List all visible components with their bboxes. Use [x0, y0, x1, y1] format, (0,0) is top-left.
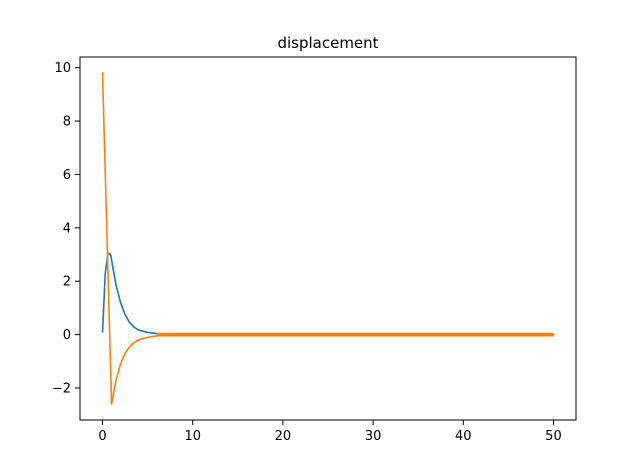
- series-oscillation-band-2: [156, 332, 554, 337]
- y-tick-label: 8: [63, 115, 71, 130]
- x-tick-label: 20: [275, 429, 292, 444]
- y-tick-label: 2: [63, 275, 71, 290]
- series-layer: [101, 72, 555, 405]
- x-tick-label: 0: [98, 429, 106, 444]
- x-tick-label: 40: [455, 429, 472, 444]
- chart-title: displacement: [277, 34, 378, 52]
- y-tick-label: 4: [63, 221, 71, 236]
- y-tick-label: 6: [63, 168, 71, 183]
- plot-frame: [79, 56, 577, 421]
- y-tick-label: 10: [54, 61, 71, 76]
- x-tick-label: 50: [545, 429, 562, 444]
- series-line-1: [101, 252, 555, 336]
- axes-layer: 0 10 20 30 40 50 −2 0 2 4 6 8 10: [52, 56, 577, 444]
- y-tick-label: 0: [63, 328, 71, 343]
- y-tick-label: −2: [52, 381, 71, 396]
- x-tick-label: 10: [184, 429, 201, 444]
- x-tick-label: 30: [365, 429, 382, 444]
- series-line-2: [101, 72, 555, 405]
